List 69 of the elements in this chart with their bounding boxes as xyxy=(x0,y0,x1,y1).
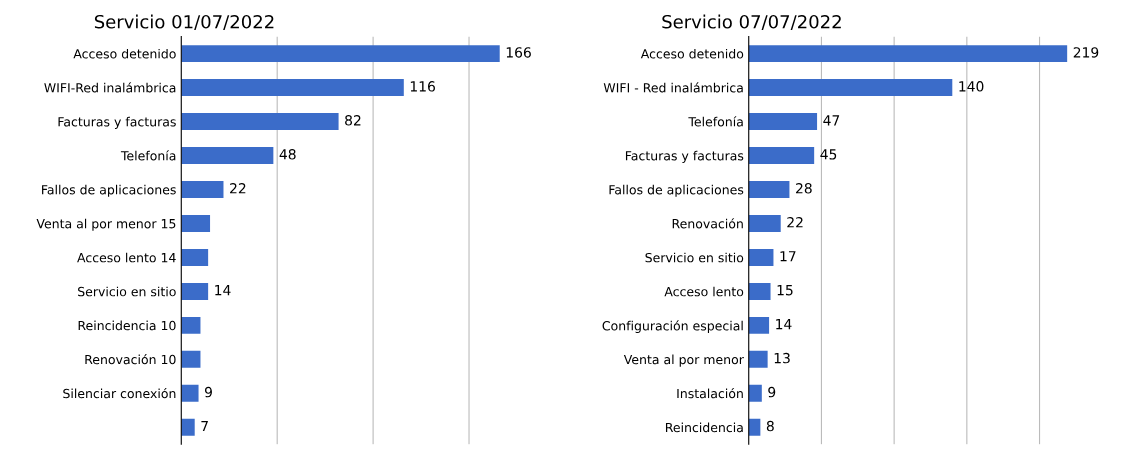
data-label: 9 xyxy=(204,386,212,398)
y-tick-label: Servicio en sitio xyxy=(645,252,744,263)
data-label: 48 xyxy=(279,149,296,160)
bar xyxy=(181,147,274,165)
bar xyxy=(181,248,209,266)
y-tick-label: Venta al por menor xyxy=(623,354,744,367)
y-tick-label: Instalación xyxy=(677,388,743,399)
y-tick-label: Renovación xyxy=(672,218,743,229)
bar xyxy=(748,214,781,232)
data-label: 9 xyxy=(768,386,776,398)
y-tick-label: Telefonía xyxy=(688,116,743,127)
bar xyxy=(748,350,768,368)
bar xyxy=(748,45,1068,63)
bar xyxy=(181,384,199,402)
chart-title: Servicio 07/07/2022 xyxy=(662,14,841,30)
data-label: 82 xyxy=(345,115,361,126)
bar xyxy=(181,214,211,232)
bar xyxy=(181,79,404,97)
y-tick-label: Reincidencia xyxy=(665,422,743,433)
chart-title: Servicio 01/07/2022 xyxy=(94,14,274,30)
y-tick-label: WIFI - Red inalámbrica xyxy=(603,82,743,93)
y-tick-label: Acceso detenido xyxy=(73,48,176,59)
data-label: 116 xyxy=(410,81,435,92)
bar xyxy=(748,79,953,97)
data-label: 166 xyxy=(506,47,531,58)
data-label: 14 xyxy=(776,319,792,330)
y-tick-label: Fallos de aplicaciones xyxy=(42,184,176,197)
y-tick-label: Reincidencia 10 xyxy=(78,320,176,331)
bar xyxy=(748,248,774,266)
bar xyxy=(748,181,790,198)
y-tick-label: Acceso detenido xyxy=(640,48,744,59)
data-label: 13 xyxy=(774,352,790,364)
y-tick-label: Servicio en sitio xyxy=(78,286,176,297)
data-label: 15 xyxy=(777,285,793,296)
bar xyxy=(181,282,209,300)
y-tick-label: Facturas y facturas xyxy=(625,150,744,163)
y-tick-label: Silenciar conexión xyxy=(63,388,176,399)
data-label: 219 xyxy=(1073,47,1099,58)
bar xyxy=(748,113,818,131)
data-label: 47 xyxy=(823,115,840,126)
bar xyxy=(748,316,770,334)
bar xyxy=(181,181,224,198)
bar xyxy=(748,282,771,300)
bar xyxy=(181,45,500,63)
data-label: 8 xyxy=(766,420,774,432)
bar xyxy=(181,350,201,368)
y-tick-label: Acceso lento 14 xyxy=(77,252,176,263)
data-label: 14 xyxy=(215,285,231,296)
y-tick-label: Telefonía xyxy=(120,150,176,161)
bar xyxy=(748,418,761,436)
bar xyxy=(748,147,815,165)
data-label: 17 xyxy=(780,251,796,262)
y-tick-label: Renovación 10 xyxy=(85,354,176,365)
y-tick-label: WIFI-Red inalámbrica xyxy=(44,82,176,93)
y-tick-label: Configuración especial xyxy=(602,320,743,333)
bar xyxy=(181,418,195,436)
y-tick-label: Fallos de aplicaciones xyxy=(609,184,744,197)
y-tick-label: Facturas y facturas xyxy=(58,116,176,129)
bar xyxy=(181,113,339,131)
y-tick-label: Venta al por menor 15 xyxy=(36,218,176,231)
data-label: 45 xyxy=(820,149,837,160)
data-label: 140 xyxy=(959,81,984,92)
data-label: 7 xyxy=(201,420,208,432)
data-label: 22 xyxy=(230,183,246,194)
y-tick-label: Acceso lento xyxy=(664,286,744,297)
data-label: 28 xyxy=(796,183,812,194)
data-label: 22 xyxy=(787,216,803,228)
bar xyxy=(748,384,762,402)
bar xyxy=(181,316,201,334)
